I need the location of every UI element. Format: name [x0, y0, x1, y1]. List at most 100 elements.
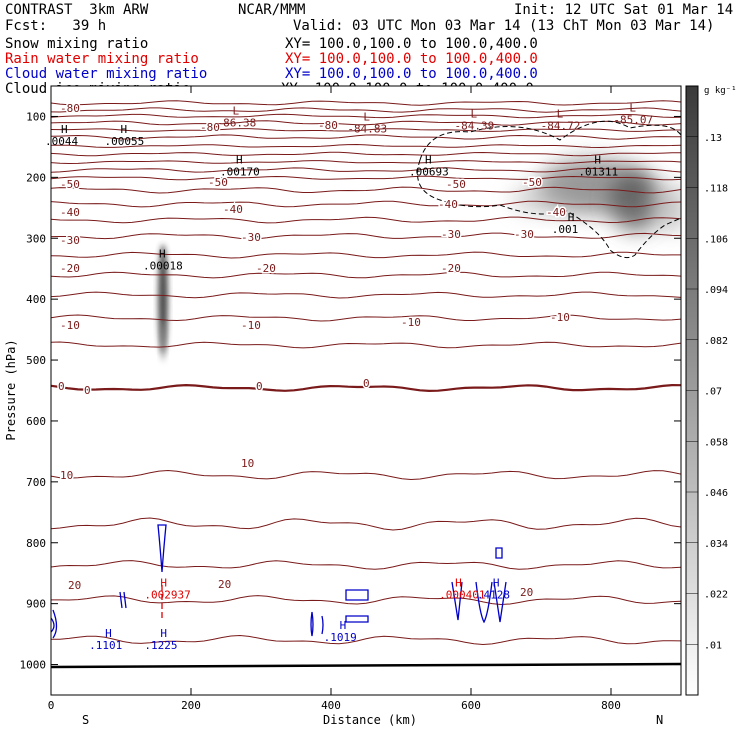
extremum-value: -84.83 [347, 123, 387, 136]
isotherm-line [51, 314, 681, 322]
extremum-marker: H [568, 211, 575, 224]
extremum-value: -84.72 [541, 120, 581, 133]
cloud-ice-column [158, 244, 168, 355]
temperature-label: 20 [68, 579, 81, 592]
extremum-value: -84.39 [455, 120, 495, 133]
colorbar-unit: g kg⁻¹ [704, 86, 737, 96]
extremum-marker: H [121, 123, 128, 136]
temperature-label: -40 [438, 198, 458, 211]
extremum-value: .4128 [477, 589, 510, 602]
snow-shade-core [609, 171, 662, 232]
extremum-value: .1225 [144, 639, 177, 652]
legend-rain-xy: XY= 100.0,100.0 to 100.0,400.0 [285, 51, 538, 67]
isotherm-line [51, 634, 681, 646]
cloud-ice-dashed-contour [417, 120, 681, 259]
temperature-label: -80 [318, 119, 338, 132]
isotherm-line [51, 232, 681, 240]
temperature-label: -20 [60, 262, 80, 275]
isotherm-line [51, 200, 681, 208]
colorbar-label: .118 [704, 184, 728, 195]
extremum-marker: H [425, 153, 432, 166]
extremum-value: .0044 [45, 135, 78, 148]
extremum-marker: H [61, 123, 68, 136]
x-end-label-south: S [82, 713, 89, 727]
isotherm-line [51, 595, 681, 606]
temperature-label: -80 [60, 102, 80, 115]
temperature-label: 20 [218, 578, 231, 591]
cloud-water-contours [51, 524, 507, 639]
isotherm-line [51, 216, 681, 224]
valid-time: Valid: 03 UTC Mon 03 Mar 14 (13 ChT Mon … [293, 18, 715, 34]
x-tick-label: 800 [601, 699, 621, 712]
extremum-marker: H [159, 248, 166, 261]
temperature-label: -30 [60, 234, 80, 247]
extremum-marker: H [340, 619, 347, 632]
extremum-value: .001 [552, 223, 579, 236]
x-tick-label: 600 [461, 699, 481, 712]
plot-frame [50, 85, 682, 696]
legend-snow-xy: XY= 100.0,100.0 to 100.0,400.0 [285, 36, 538, 52]
snow-shade-edge [511, 183, 571, 214]
isotherm-line [51, 175, 681, 181]
extremum-marker: L [629, 101, 636, 114]
isotherm-line [51, 143, 681, 149]
extremum-value: .01311 [578, 165, 618, 178]
extremum-marker: L [557, 108, 564, 121]
isotherm-line [51, 469, 681, 481]
cloud-water-contour [157, 524, 167, 573]
temperature-label: -40 [546, 206, 566, 219]
extremum-marker: H [160, 577, 167, 590]
isotherm-line [51, 383, 681, 393]
isotherm-line [51, 134, 681, 140]
y-tick-label: 500 [26, 354, 46, 367]
y-tick-label: 400 [26, 293, 46, 306]
colorbar-label: .058 [704, 437, 728, 448]
extremum-value: -85.07 [613, 113, 653, 126]
temperature-label: -10 [60, 319, 80, 332]
extremum-value: -86.38 [217, 117, 257, 130]
temperature-label: 0 [256, 380, 263, 393]
isotherm-line [51, 113, 681, 119]
cloud-water-contour [451, 581, 507, 624]
temperature-label: -40 [223, 203, 243, 216]
colorbar-label: .094 [704, 285, 728, 296]
extremum-marker: H [160, 627, 167, 640]
isotherm-line [51, 291, 681, 299]
y-tick-label: 100 [26, 110, 46, 123]
init-time: Init: 12 UTC Sat 01 Mar 14 [514, 2, 734, 18]
temperature-label: -50 [208, 176, 228, 189]
legend-snow-label: Snow mixing ratio [5, 36, 149, 52]
isotherm-line [51, 186, 681, 194]
extremum-value: .00055 [105, 135, 145, 148]
center-title: NCAR/MMM [238, 2, 306, 18]
forecast-hour: Fcst: 39 h [5, 18, 107, 34]
colorbar-label: .046 [704, 488, 728, 499]
temperature-label: -20 [441, 262, 461, 275]
temperature-label: 10 [241, 457, 254, 470]
temperature-label: -50 [60, 178, 80, 191]
cloud-ice-tail [160, 321, 166, 362]
temperature-contours [51, 100, 681, 646]
ground-level-line [50, 662, 682, 669]
extremum-marker: L [363, 111, 370, 124]
temperature-label: -50 [522, 176, 542, 189]
cloud-water-contour [119, 591, 127, 609]
y-tick-label: 1000 [20, 659, 47, 672]
extremum-marker: H [105, 627, 112, 640]
colorbar-label: .07 [704, 387, 722, 398]
temperature-label: -30 [441, 228, 461, 241]
isotherm-line [51, 100, 681, 106]
extremum-marker: L [233, 105, 240, 118]
colorbar-label: .082 [704, 336, 728, 347]
colorbar-label: .022 [704, 590, 728, 601]
x-axis-label: Distance (km) [323, 713, 417, 727]
cloud-water-contour [345, 589, 369, 623]
temperature-label: -40 [60, 206, 80, 219]
extremum-value: .000401 [439, 589, 485, 602]
legend-cloudwater-label: Cloud water mixing ratio [5, 66, 208, 82]
temperature-label: -30 [514, 228, 534, 241]
isotherm-line [51, 107, 681, 113]
isotherm-line [51, 341, 681, 349]
cloud-water-contour [51, 609, 58, 639]
